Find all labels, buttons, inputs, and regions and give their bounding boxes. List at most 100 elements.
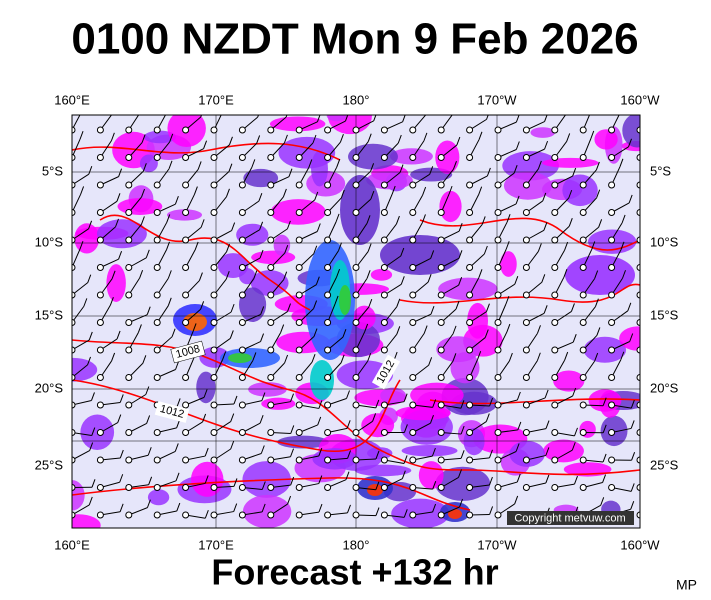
barb-flag — [602, 397, 607, 406]
barb-flag — [318, 447, 323, 457]
station — [210, 456, 218, 464]
station — [72, 429, 76, 436]
station — [96, 401, 104, 409]
barb-flag — [366, 215, 371, 224]
station — [238, 264, 246, 271]
heavy-rain — [448, 509, 462, 519]
rain-area — [380, 387, 406, 404]
barb-flag — [260, 445, 265, 454]
barb-flag — [508, 352, 513, 362]
station — [522, 264, 530, 271]
station — [636, 511, 640, 519]
station — [466, 511, 474, 519]
barb-flag — [203, 140, 208, 149]
barb-flag — [204, 510, 209, 519]
isobar-label: 1012 — [154, 401, 190, 423]
station — [182, 374, 190, 381]
isobar — [72, 477, 471, 511]
barb-flag — [660, 395, 663, 403]
station — [579, 429, 587, 436]
barb-flag — [660, 477, 663, 485]
station — [295, 126, 303, 134]
barb-flag — [544, 140, 549, 150]
station — [494, 126, 502, 134]
barb-flag — [233, 478, 238, 487]
station — [494, 374, 502, 381]
station — [210, 401, 218, 409]
station — [466, 346, 474, 354]
barb-flag — [230, 413, 235, 422]
barb-flag — [591, 104, 594, 112]
barb-flag — [658, 443, 661, 451]
barb-flag — [506, 323, 511, 333]
barb-flag — [119, 394, 124, 403]
station — [238, 429, 246, 436]
rain-area — [251, 250, 296, 265]
barb-flag — [432, 481, 437, 490]
barb-flag — [256, 135, 261, 144]
station — [153, 346, 161, 354]
barb-flag — [545, 420, 550, 429]
rain-area — [199, 346, 230, 368]
barb-flag — [88, 165, 93, 175]
station — [636, 374, 640, 381]
station — [295, 484, 303, 491]
station — [579, 126, 587, 134]
barb-flag — [403, 424, 408, 433]
barb-flag — [168, 160, 173, 170]
barb-flag — [110, 132, 115, 141]
station — [380, 291, 388, 299]
station — [608, 236, 616, 244]
rain-area — [410, 382, 464, 408]
station — [295, 429, 303, 436]
wind-barbs — [72, 104, 663, 519]
station — [295, 319, 303, 326]
station — [72, 401, 76, 409]
station — [579, 291, 587, 299]
barb-flag — [142, 355, 147, 364]
station — [437, 181, 445, 189]
station — [608, 346, 616, 354]
station — [238, 291, 246, 299]
rain-area — [367, 447, 393, 460]
barb-flag — [484, 329, 489, 338]
station — [324, 209, 332, 216]
barb-flag — [400, 276, 405, 285]
station — [352, 154, 360, 161]
station — [380, 511, 388, 519]
barb-flag — [259, 415, 264, 424]
barb-flag — [485, 413, 490, 422]
isobar-label: 1008 — [170, 340, 206, 364]
station — [295, 264, 303, 271]
lon-label: 180° — [343, 537, 370, 552]
station — [608, 401, 616, 409]
barb-flag — [458, 277, 463, 286]
barb-flag — [481, 216, 486, 225]
station — [409, 181, 417, 189]
station — [210, 319, 218, 326]
barb-flag — [315, 276, 320, 285]
station — [125, 154, 133, 161]
lat-label: 5°S — [42, 163, 63, 178]
barb-flag — [619, 158, 624, 167]
barb-flag — [375, 481, 380, 490]
station — [551, 126, 559, 134]
station — [153, 456, 161, 464]
barb-flag — [544, 389, 549, 399]
barb-flag — [176, 502, 181, 512]
station — [466, 319, 474, 326]
station — [238, 209, 246, 216]
station — [352, 484, 360, 491]
barb-flag — [658, 417, 661, 425]
barb-flag — [458, 250, 463, 259]
barb-flag — [176, 419, 181, 429]
station — [210, 209, 218, 216]
station — [380, 181, 388, 189]
lat-label: 15°S — [35, 307, 64, 322]
station — [409, 429, 417, 436]
barb-flag — [87, 274, 92, 283]
station — [324, 264, 332, 271]
station — [466, 209, 474, 216]
station — [238, 154, 246, 161]
lat-label: 20°S — [35, 380, 64, 395]
